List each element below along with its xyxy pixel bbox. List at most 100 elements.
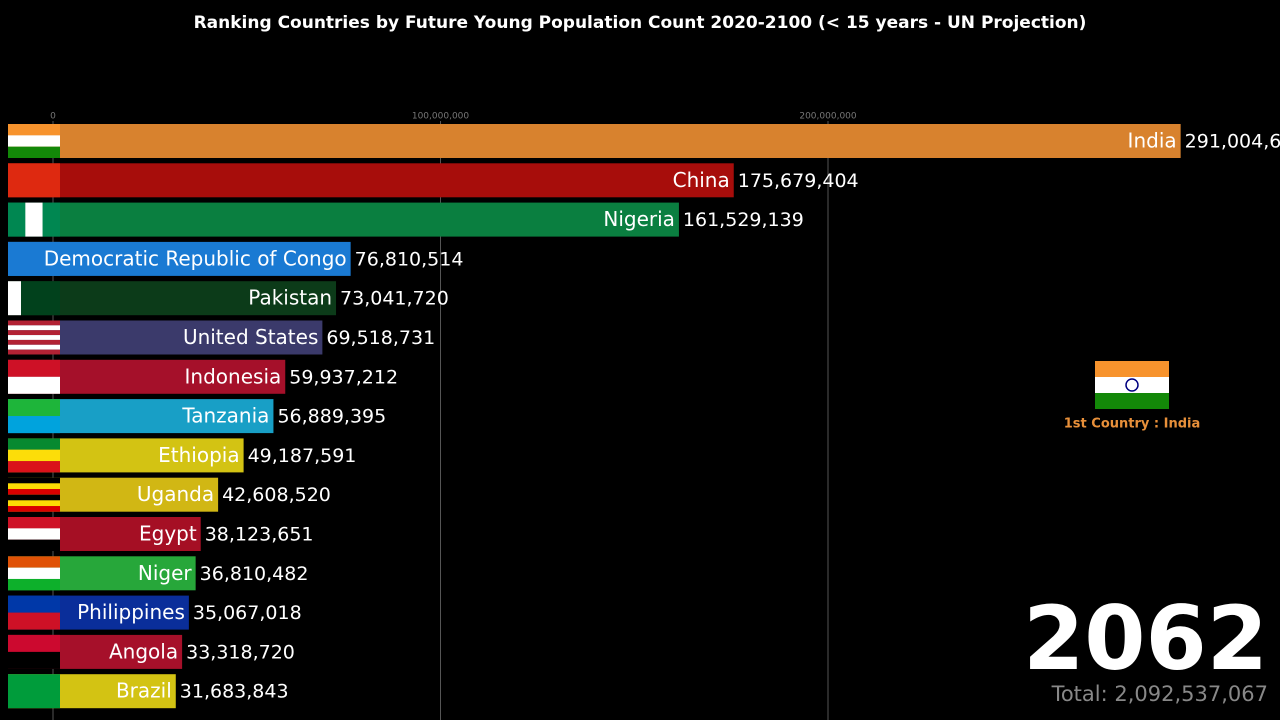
category-label: Ethiopia: [158, 443, 239, 467]
flag: [8, 674, 60, 709]
value-label: 38,123,651: [205, 524, 314, 546]
category-label: Tanzania: [181, 404, 269, 428]
value-label: 59,937,212: [289, 366, 398, 388]
x-tick-label: 0: [50, 112, 56, 122]
category-label: India: [1128, 129, 1177, 153]
flag: [8, 595, 60, 630]
flag: [8, 124, 60, 158]
value-label: 31,683,843: [180, 681, 289, 703]
flag-stripe: [8, 461, 60, 473]
flag-stripe: [8, 339, 60, 345]
flag-stripe: [8, 335, 60, 340]
flag: [8, 202, 60, 237]
category-label: Egypt: [139, 522, 197, 546]
bar: [8, 241, 351, 276]
flag-stripe: [8, 320, 60, 326]
leader-flag: [1095, 361, 1169, 409]
leader-label: 1st Country : India: [1064, 417, 1200, 432]
flag-stripe: [8, 494, 60, 501]
category-label: Brazil: [116, 679, 172, 703]
flag-stripe: [8, 325, 60, 331]
category-label: Philippines: [77, 600, 185, 624]
category-label: Uganda: [137, 482, 214, 506]
flag-stripe: [8, 528, 60, 540]
flag: [8, 241, 60, 276]
category-label: Indonesia: [185, 364, 282, 388]
flag-stripe: [8, 416, 60, 434]
x-tick-label: 100,000,000: [412, 112, 470, 122]
bar: [8, 320, 323, 355]
flag: [8, 399, 60, 434]
flag-stripe: [25, 202, 43, 237]
flag-stripe: [8, 634, 60, 652]
flag-stripe: [8, 202, 26, 237]
flag-stripe: [8, 376, 60, 394]
value-label: 76,810,514: [355, 248, 464, 270]
category-label: Nigeria: [603, 207, 675, 231]
flag: [8, 556, 60, 591]
flag-stripe: [8, 517, 60, 529]
flag-stripe: [8, 674, 60, 709]
flag-stripe: [1095, 393, 1169, 409]
bar: [8, 281, 337, 316]
flag-stripe: [8, 567, 60, 579]
flag-stripe: [8, 330, 60, 336]
flag: [8, 438, 60, 473]
bar: [8, 124, 1181, 158]
flag-stripe: [8, 483, 60, 490]
year: 2062: [1023, 587, 1268, 690]
flag: [8, 359, 60, 394]
flag-stripe: [8, 556, 60, 568]
flag-stripe: [8, 651, 60, 669]
flag-stripe: [21, 281, 34, 316]
flag-stripe: [34, 281, 47, 316]
value-label: 42,608,520: [222, 484, 331, 506]
category-label: Angola: [109, 639, 178, 663]
flag-stripe: [8, 241, 60, 276]
flag-stripe: [8, 344, 60, 350]
value-label: 36,810,482: [200, 563, 309, 585]
chart-title: Ranking Countries by Future Young Popula…: [194, 13, 1087, 33]
flag-stripe: [8, 500, 60, 507]
flag-stripe: [8, 477, 60, 484]
flag-stripe: [8, 595, 60, 613]
value-label: 69,518,731: [326, 327, 435, 349]
flag: [8, 477, 60, 512]
flag-emblem: [1125, 378, 1139, 392]
flag-stripe: [8, 163, 60, 198]
bar: [8, 202, 679, 237]
flag-stripe: [8, 359, 60, 377]
value-label: 35,067,018: [193, 602, 302, 624]
category-label: Pakistan: [248, 286, 332, 310]
value-label: 56,889,395: [277, 406, 386, 428]
category-label: China: [673, 168, 730, 192]
flag: [8, 163, 60, 198]
value-label: 49,187,591: [248, 445, 357, 467]
flag-stripe: [8, 281, 21, 316]
flag: [8, 320, 60, 355]
value-label: 175,679,404: [738, 170, 859, 192]
flag-stripe: [8, 349, 60, 355]
value-label: 33,318,720: [186, 641, 295, 663]
flag-stripe: [1095, 361, 1169, 377]
flag-stripe: [8, 399, 60, 417]
flag-stripe: [8, 438, 60, 450]
flag-stripe: [8, 539, 60, 551]
value-label: 73,041,720: [340, 288, 449, 310]
flag-stripe: [8, 506, 60, 512]
flag-stripe: [8, 612, 60, 630]
x-tick-label: 200,000,000: [799, 112, 857, 122]
category-label: Niger: [138, 561, 193, 585]
flag: [8, 517, 60, 551]
flag-stripe: [8, 146, 60, 158]
value-label: 161,529,139: [683, 209, 804, 231]
flag-stripe: [1095, 377, 1169, 393]
bar: [8, 163, 734, 198]
flag-stripe: [42, 202, 60, 237]
flag-stripe: [8, 489, 60, 495]
category-label: United States: [183, 325, 318, 349]
category-label: Democratic Republic of Congo: [44, 246, 347, 270]
flag-stripe: [47, 281, 60, 316]
